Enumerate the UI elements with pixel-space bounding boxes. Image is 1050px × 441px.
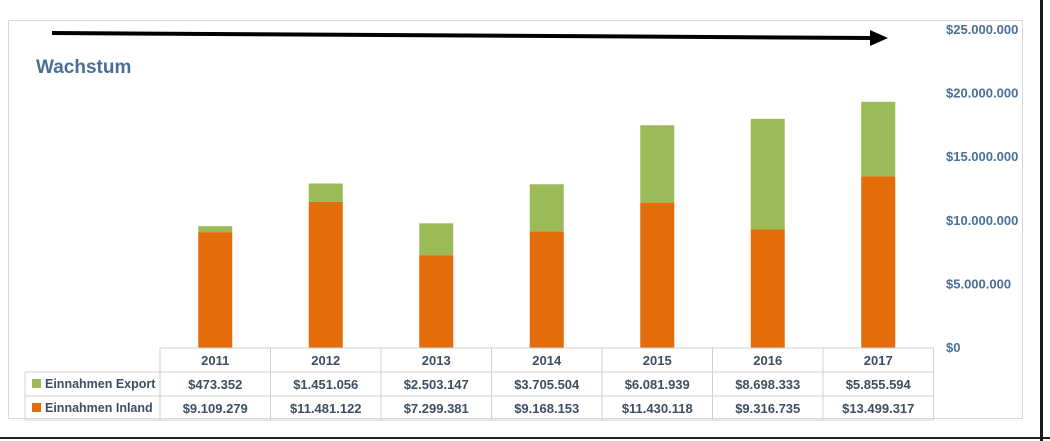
growth-arrow	[51, 30, 888, 46]
bar-inland-2015	[640, 202, 675, 348]
category-label-2015: 2015	[643, 353, 672, 368]
bar-export-2011	[198, 226, 233, 233]
data-label-inland-2012: $11.481.122	[290, 401, 362, 416]
bar-export-2017	[861, 101, 896, 177]
data-label-export-2015: $6.081.939	[625, 377, 690, 392]
y-tick-label: $5.000.000	[946, 276, 1011, 291]
legend-swatch-inland	[32, 403, 41, 412]
data-label-inland-2017: $13.499.317	[842, 401, 914, 416]
bottom-rule	[0, 437, 1050, 439]
bar-inland-2011	[198, 232, 233, 348]
category-label-2013: 2013	[422, 353, 451, 368]
data-label-export-2017: $5.855.594	[846, 377, 912, 392]
y-tick-label: $15.000.000	[946, 149, 1018, 164]
bar-export-2015	[640, 125, 675, 203]
category-label-2016: 2016	[753, 353, 782, 368]
y-tick-label: $20.000.000	[946, 86, 1018, 101]
chart-frame	[8, 20, 1023, 419]
category-label-2011: 2011	[201, 353, 229, 368]
y-tick-label: $25.000.000	[946, 22, 1018, 37]
data-table: 2011 2012 2013 2014 2015 2016 2017 Einnahmen Ex…	[24, 347, 934, 421]
right-edge	[1040, 0, 1043, 441]
y-tick-label: $10.000.000	[946, 213, 1018, 228]
data-label-export-2014: $3.705.504	[514, 377, 580, 392]
bar-export-2016	[750, 118, 785, 230]
data-label-export-2011: $473.352	[188, 377, 242, 392]
growth-arrow-shaft	[51, 31, 873, 40]
bars	[198, 101, 896, 348]
category-label-2014: 2014	[532, 353, 562, 368]
y-axis: $0 $5.000.000 $10.000.000 $15.000.000 $20.00…	[946, 22, 1018, 355]
bar-inland-2016	[750, 229, 785, 348]
bar-inland-2017	[861, 176, 896, 348]
bar-inland-2014	[529, 231, 564, 348]
y-tick-label: $0	[946, 340, 960, 355]
legend-label-export: Einnahmen Export	[45, 377, 156, 391]
data-label-export-2012: $1.451.056	[293, 377, 358, 392]
category-label-2017: 2017	[864, 353, 893, 368]
data-label-export-2016: $8.698.333	[735, 377, 800, 392]
bar-export-2012	[308, 183, 343, 202]
legend-swatch-export	[32, 379, 41, 388]
data-label-export-2013: $2.503.147	[404, 377, 469, 392]
bar-inland-2013	[419, 255, 454, 348]
legend-label-inland: Einnahmen Inland	[45, 401, 153, 415]
data-label-inland-2015: $11.430.118	[622, 401, 693, 416]
bar-inland-2012	[308, 201, 343, 348]
category-label-2012: 2012	[311, 353, 340, 368]
data-label-inland-2013: $7.299.381	[404, 401, 469, 416]
bar-export-2014	[529, 184, 564, 232]
data-label-inland-2016: $9.316.735	[735, 401, 800, 416]
data-label-inland-2011: $9.109.279	[183, 401, 248, 416]
chart-title: Wachstum	[36, 57, 131, 78]
growth-arrow-head	[870, 30, 888, 46]
data-label-inland-2014: $9.168.153	[514, 401, 579, 416]
bar-export-2013	[419, 223, 454, 256]
